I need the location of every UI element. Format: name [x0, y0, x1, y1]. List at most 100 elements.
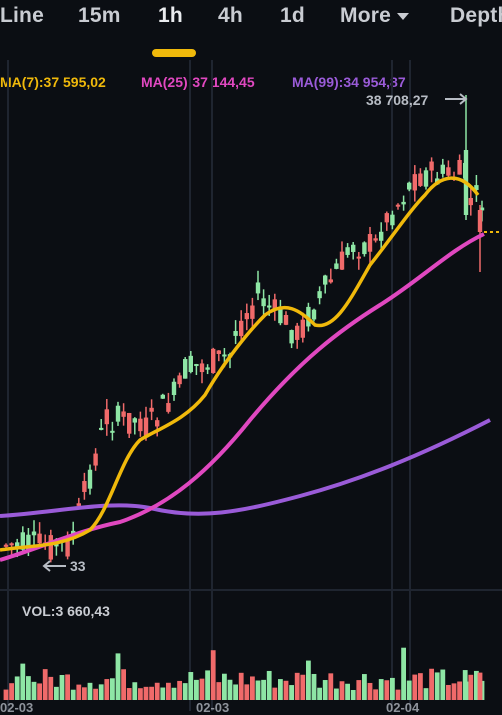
candle-body: [300, 319, 305, 338]
candle-body: [328, 279, 333, 283]
candle-body: [289, 330, 294, 344]
candle-body: [255, 282, 261, 294]
volume-bar: [446, 684, 451, 700]
candle-body: [76, 503, 81, 506]
volume-bar: [93, 688, 98, 700]
volume-bar: [54, 686, 59, 700]
volume-bar: [104, 679, 110, 700]
volume-bar: [26, 676, 31, 700]
candle-body: [429, 161, 434, 171]
candle-body: [138, 418, 143, 432]
candle-body: [26, 534, 31, 551]
candle-body: [233, 331, 238, 336]
candle-body: [166, 403, 171, 412]
candle-body: [311, 309, 317, 320]
volume-bars: [3, 647, 485, 700]
candle-body: [334, 263, 339, 269]
candle-body: [244, 313, 249, 320]
candle-body: [115, 405, 121, 422]
candle-body: [323, 275, 328, 285]
candle-body: [401, 201, 406, 205]
low-price-label: 33: [70, 558, 86, 574]
tab-depth[interactable]: Depth: [450, 4, 502, 27]
volume-bar: [188, 672, 194, 700]
volume-bar: [149, 686, 154, 700]
volume-bar: [283, 680, 289, 700]
volume-bar: [227, 679, 233, 700]
volume-bar: [350, 689, 356, 700]
volume-bar: [322, 680, 328, 700]
volume-bar: [373, 689, 378, 700]
candle-body: [384, 213, 389, 223]
ma99-line: [0, 418, 491, 518]
volume-label: VOL:3 660,43: [22, 603, 110, 619]
candle-body: [20, 532, 25, 550]
candle-body: [199, 363, 205, 373]
volume-bar: [334, 688, 339, 700]
candle-body: [160, 394, 165, 399]
candle-body: [15, 542, 20, 548]
volume-bar: [384, 680, 390, 700]
candle-body: [143, 417, 149, 438]
volume-bar: [126, 688, 132, 700]
volume-bar: [166, 682, 171, 700]
volume-bar: [261, 679, 266, 700]
candle-body: [3, 544, 9, 547]
volume-bar: [238, 672, 244, 700]
candle-body: [188, 355, 193, 372]
volume-bar: [423, 688, 429, 700]
candle-body: [395, 204, 401, 207]
volume-bar: [356, 680, 362, 700]
volume-bar: [138, 688, 143, 700]
candle-body: [127, 413, 132, 434]
tab-line[interactable]: Line: [0, 4, 44, 27]
volume-bar: [457, 681, 462, 700]
volume-bar: [115, 653, 121, 700]
tab-15m[interactable]: 15m: [78, 4, 121, 27]
volume-bar: [70, 689, 76, 700]
volume-bar: [182, 683, 188, 700]
tab-4h[interactable]: 4h: [218, 4, 243, 27]
candle-body: [93, 453, 98, 466]
volume-bar: [171, 687, 177, 700]
candle-body: [440, 164, 445, 174]
candle-body: [211, 348, 216, 373]
candle-body: [149, 407, 154, 412]
candle-body: [65, 537, 70, 557]
tab-more[interactable]: More: [340, 4, 409, 28]
volume-bar: [451, 683, 457, 700]
candle-body: [283, 315, 289, 325]
volume-bar: [3, 689, 9, 700]
volume-bar: [278, 679, 283, 700]
volume-bar: [418, 673, 423, 700]
ma99-value: MA(99):34 954,87: [292, 74, 406, 90]
volume-bar: [255, 680, 261, 700]
tab-1d[interactable]: 1d: [280, 4, 305, 27]
volume-bar: [48, 676, 54, 700]
tab-more-label: More: [340, 4, 391, 27]
candle-body: [317, 291, 322, 299]
candle-body: [31, 531, 37, 536]
volume-bar: [311, 673, 317, 700]
volume-bar: [42, 669, 48, 700]
volume-bar: [14, 676, 20, 700]
candle-body: [474, 185, 479, 191]
volume-bar: [210, 650, 216, 700]
candle-body: [216, 350, 221, 354]
candle-body: [418, 173, 423, 186]
candle-body: [477, 210, 483, 232]
volume-bar: [244, 684, 250, 700]
volume-bar: [20, 663, 26, 700]
volume-bar: [390, 677, 395, 700]
volume-bar: [132, 682, 138, 700]
candle-body: [239, 320, 244, 337]
candle-body: [177, 375, 182, 385]
candle-body: [99, 427, 104, 430]
volume-bar: [434, 672, 440, 700]
candle-body: [446, 167, 451, 176]
candle-body: [479, 207, 485, 211]
tab-1h[interactable]: 1h: [158, 4, 183, 27]
volume-bar: [87, 682, 93, 700]
volume-bar: [429, 668, 434, 700]
